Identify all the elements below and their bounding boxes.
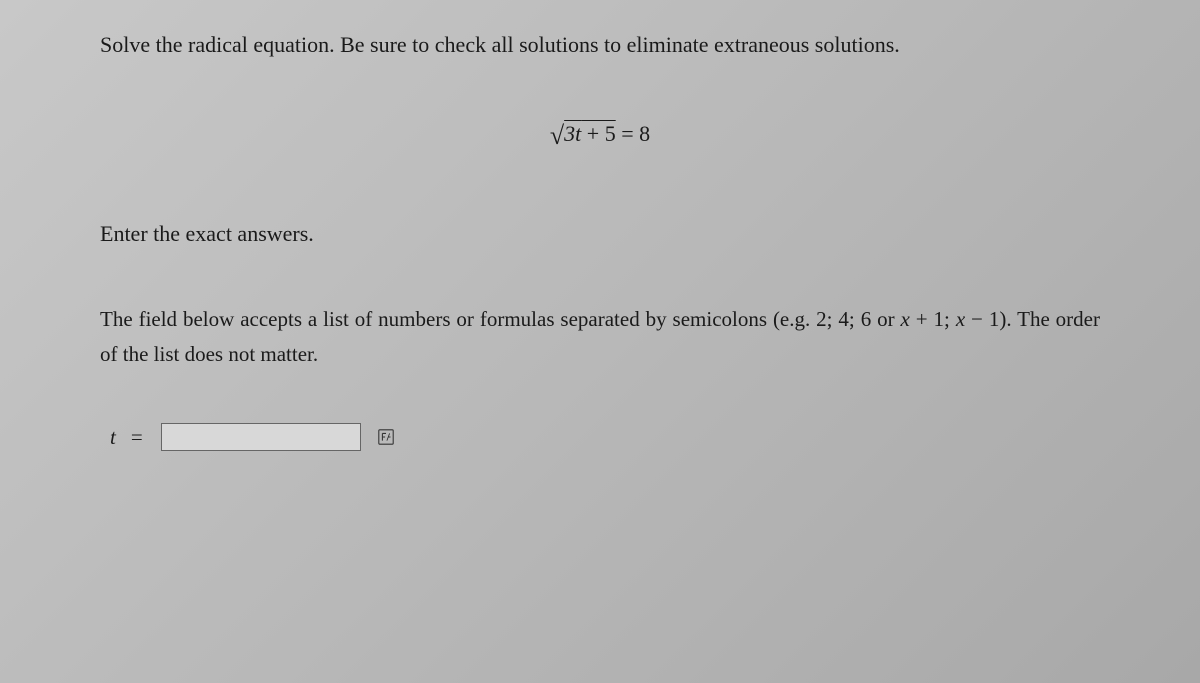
help-text: The field below accepts a list of number… bbox=[100, 302, 1100, 373]
answer-row: t = bbox=[110, 423, 1100, 451]
help-var1: x bbox=[901, 307, 910, 331]
equals-sign: = bbox=[131, 425, 143, 450]
answer-input[interactable] bbox=[161, 423, 361, 451]
equation-display: √3t + 5 = 8 bbox=[100, 121, 1100, 151]
formula-editor-icon[interactable] bbox=[375, 426, 397, 448]
answer-variable-label: t bbox=[110, 425, 116, 450]
radicand: 3t + 5 bbox=[564, 119, 616, 146]
question-prompt: Solve the radical equation. Be sure to c… bbox=[100, 30, 1100, 61]
answer-instructions: Enter the exact answers. bbox=[100, 221, 1100, 247]
radical-icon: √ bbox=[550, 121, 564, 150]
equation-rhs: = 8 bbox=[621, 121, 650, 146]
help-rest2: − 1 bbox=[965, 307, 999, 331]
sqrt-expression: √3t + 5 bbox=[550, 121, 616, 151]
help-text-part1: The field below accepts a list of number… bbox=[100, 307, 901, 331]
question-container: Solve the radical equation. Be sure to c… bbox=[100, 30, 1100, 451]
help-rest1: + 1; bbox=[910, 307, 956, 331]
help-var2: x bbox=[956, 307, 965, 331]
